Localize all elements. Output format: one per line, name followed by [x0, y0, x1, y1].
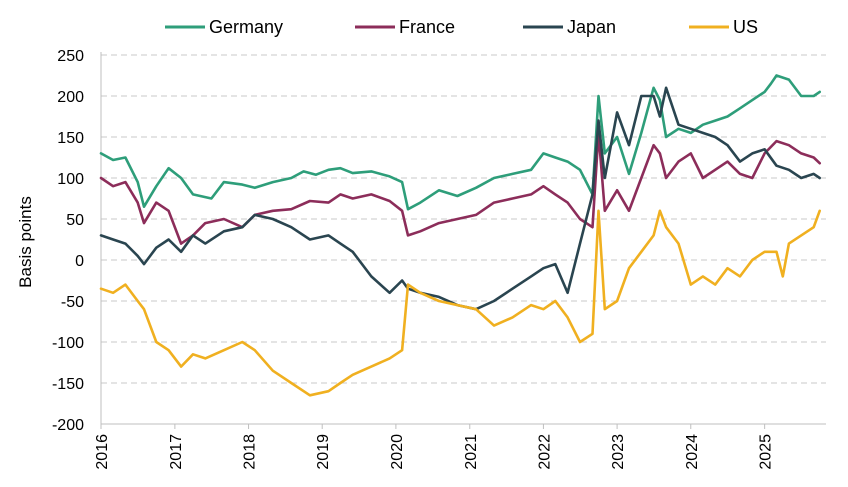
- y-tick-label: -150: [52, 376, 84, 393]
- x-tick-label: 2024: [684, 434, 701, 470]
- y-axis-ticks: 250 200 150 100 50 0 -50 -100 -150 -200: [52, 48, 84, 434]
- series-line-france: [99, 131, 822, 245]
- x-tick-label: 2022: [536, 434, 553, 470]
- series-lines: [99, 74, 822, 397]
- y-tick-label: 150: [57, 130, 84, 147]
- series-line-germany: [99, 74, 822, 211]
- legend-label: Japan: [567, 17, 616, 37]
- series-line-us: [99, 209, 822, 397]
- y-tick-label: 50: [66, 212, 84, 229]
- y-tick-label: -50: [61, 294, 84, 311]
- x-tick-label: 2018: [242, 434, 259, 470]
- x-tick-label: 2021: [463, 434, 480, 470]
- y-tick-label: -200: [52, 417, 84, 434]
- x-tick-label: 2025: [758, 434, 775, 470]
- legend-label: US: [733, 17, 758, 37]
- y-tick-label: 200: [57, 89, 84, 106]
- legend: Germany France Japan US: [165, 17, 758, 37]
- axes: [100, 52, 826, 425]
- x-tick-label: 2016: [94, 434, 111, 470]
- x-tick-label: 2020: [389, 434, 406, 470]
- x-tick-label: 2019: [315, 434, 332, 470]
- legend-label: France: [399, 17, 455, 37]
- legend-label: Germany: [209, 17, 283, 37]
- x-tick-label: 2017: [168, 434, 185, 470]
- y-tick-label: -100: [52, 335, 84, 352]
- y-tick-label: 0: [75, 253, 84, 270]
- gridlines: [101, 54, 826, 384]
- x-tick-label: 2023: [610, 434, 627, 470]
- series-line-japan: [99, 86, 822, 311]
- y-tick-label: 250: [57, 48, 84, 65]
- x-axis-ticks: 2016 2017 2018 2019 2020 2021 2022 2023 2024 2025: [94, 424, 775, 470]
- y-axis-title: Basis points: [16, 196, 35, 288]
- y-tick-label: 100: [57, 171, 84, 188]
